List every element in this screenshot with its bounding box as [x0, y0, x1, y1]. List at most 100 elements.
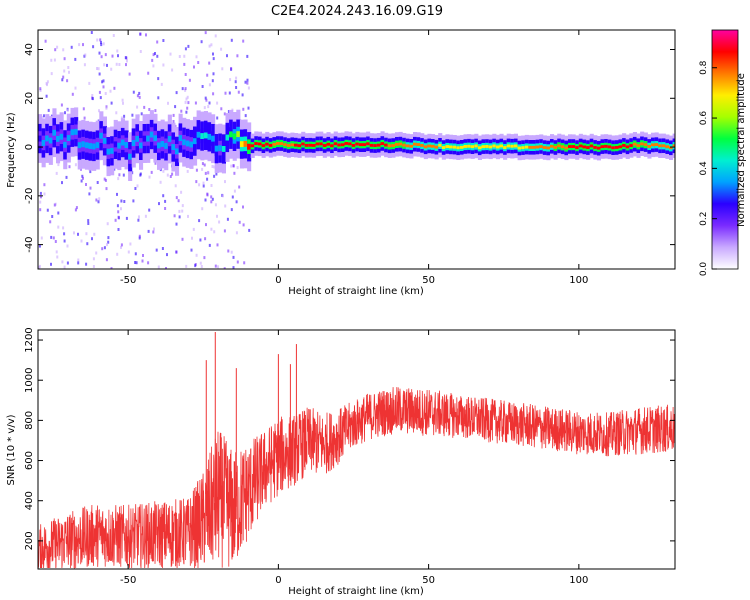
noise-point — [82, 176, 84, 180]
ridge-segment — [312, 144, 317, 147]
ridge-segment — [550, 144, 555, 148]
ridge-segment — [276, 142, 281, 145]
noise-point — [181, 209, 184, 213]
noise-point — [236, 54, 239, 58]
ridge-segment — [564, 146, 569, 150]
noise-point — [208, 243, 211, 247]
ridge-segment — [499, 144, 504, 148]
ridge-segment — [333, 142, 338, 146]
ridge-segment — [654, 143, 659, 146]
noise-point — [151, 58, 154, 62]
ridge-segment — [560, 145, 565, 149]
noise-point — [185, 264, 188, 268]
noise-point — [210, 200, 213, 204]
ridge-segment — [153, 135, 158, 142]
y-tick-label: -40 — [24, 236, 35, 252]
noise-point — [102, 42, 105, 46]
snr-frame — [37, 329, 676, 570]
noise-point — [246, 78, 249, 82]
noise-point — [117, 215, 120, 219]
noise-point — [75, 206, 78, 210]
noise-point — [188, 78, 191, 82]
noise-point — [40, 236, 43, 240]
noise-point — [120, 207, 122, 211]
noise-point — [203, 163, 206, 167]
noise-point — [204, 237, 207, 241]
noise-point — [70, 45, 73, 49]
noise-point — [113, 86, 116, 90]
ridge-segment — [272, 142, 277, 146]
noise-point — [238, 220, 241, 224]
noise-point — [100, 55, 103, 59]
noise-point — [206, 170, 209, 174]
ridge-segment — [640, 142, 645, 146]
y-tick-label: -20 — [24, 188, 35, 204]
noise-point — [216, 214, 218, 218]
ridge-segment — [95, 142, 100, 149]
ridge-segment — [586, 146, 591, 149]
noise-point — [68, 165, 71, 169]
noise-point — [132, 90, 135, 94]
ridge-segment — [221, 146, 226, 152]
ridge-segment — [326, 142, 331, 146]
noise-point — [73, 231, 75, 235]
ridge-segment — [467, 144, 472, 148]
ridge-segment — [589, 144, 594, 148]
ridge-segment — [510, 144, 515, 148]
noise-point — [85, 183, 87, 186]
ridge-segment — [229, 131, 234, 138]
noise-point — [63, 265, 66, 269]
ridge-segment — [376, 143, 381, 147]
spectrogram-y-ticks: -40 -20 0 20 40 — [24, 43, 675, 253]
noise-point — [228, 91, 231, 95]
ridge-segment — [557, 144, 562, 148]
ridge-segment — [52, 129, 57, 136]
colorbar: 0.0 0.2 0.4 0.6 0.8 Normalized spectral ampl… — [699, 29, 747, 276]
colorbar-label: Normalized spectral amplitude — [736, 73, 747, 227]
ridge-segment — [434, 145, 439, 149]
noise-point — [171, 172, 174, 176]
noise-point — [50, 58, 53, 62]
noise-point — [152, 230, 155, 234]
ridge-segment — [294, 143, 299, 147]
noise-point — [156, 40, 159, 44]
noise-point — [74, 57, 77, 61]
noise-point — [91, 97, 94, 101]
ridge-segment — [322, 144, 327, 147]
x-tick-label: 0 — [275, 275, 281, 286]
ridge-segment — [463, 145, 468, 148]
ridge-segment — [575, 146, 580, 149]
noise-point — [139, 50, 142, 53]
noise-point — [134, 187, 137, 190]
ridge-segment — [596, 146, 601, 150]
noise-point — [213, 230, 216, 234]
noise-point — [224, 91, 227, 95]
noise-point — [154, 109, 157, 113]
noise-point — [115, 62, 118, 66]
noise-point — [186, 95, 189, 99]
noise-point — [100, 40, 102, 44]
ridge-segment — [445, 145, 450, 148]
ridge-segment — [84, 142, 89, 149]
noise-point — [201, 167, 204, 171]
noise-point — [118, 63, 121, 66]
noise-point — [167, 101, 169, 105]
noise-point — [129, 242, 132, 246]
noise-point — [235, 231, 238, 235]
noise-point — [169, 175, 172, 178]
noise-point — [173, 214, 176, 218]
spectrogram-x-ticks: -50 0 50 100 — [120, 30, 588, 286]
noise-point — [121, 98, 124, 102]
noise-point — [39, 200, 42, 204]
noise-point — [95, 198, 98, 202]
noise-point — [123, 114, 126, 118]
noise-point — [139, 173, 142, 177]
noise-point — [104, 92, 107, 95]
noise-point — [116, 204, 119, 208]
noise-point — [112, 34, 115, 37]
noise-point — [51, 215, 54, 218]
noise-point — [216, 243, 219, 247]
ridge-segment — [139, 142, 144, 149]
noise-point — [90, 31, 93, 34]
noise-point — [117, 177, 120, 181]
